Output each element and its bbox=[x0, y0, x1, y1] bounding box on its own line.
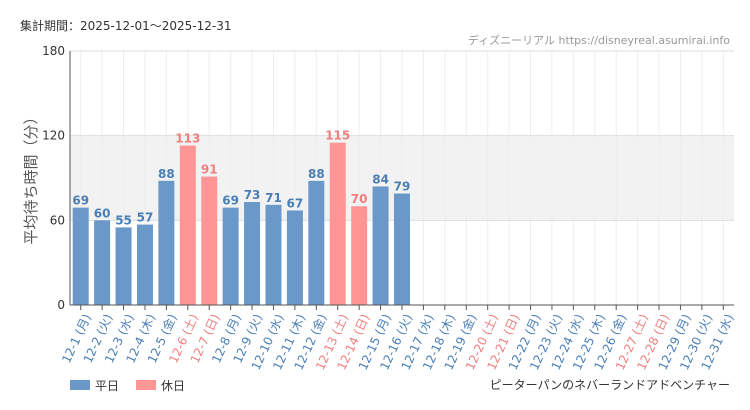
legend-holiday-swatch bbox=[136, 380, 156, 390]
bar-value-label: 70 bbox=[351, 192, 368, 206]
bar bbox=[394, 193, 410, 305]
y-axis-label: 平均待ち時間（分） bbox=[22, 109, 40, 244]
bar bbox=[94, 220, 111, 305]
bar-value-label: 55 bbox=[115, 213, 132, 227]
bar bbox=[222, 207, 239, 305]
bar-value-label: 71 bbox=[265, 191, 282, 205]
source-label[interactable]: ディズニーリアル https://disneyreal.asumirai.inf… bbox=[468, 33, 730, 47]
bar bbox=[308, 180, 325, 305]
bar-value-label: 84 bbox=[372, 172, 389, 186]
bar-value-label: 79 bbox=[394, 180, 411, 194]
period-label: 集計期間：2025-12-01〜2025-12-31 bbox=[20, 18, 231, 33]
bar-value-label: 88 bbox=[308, 167, 325, 181]
bar-value-label: 69 bbox=[72, 194, 89, 208]
y-tick-label: 120 bbox=[42, 129, 65, 143]
bar bbox=[244, 201, 261, 305]
bar-value-label: 88 bbox=[158, 167, 175, 181]
bar bbox=[158, 180, 175, 305]
bar bbox=[201, 176, 218, 305]
bar bbox=[329, 142, 346, 305]
bar bbox=[72, 207, 89, 305]
legend: 平日 休日 bbox=[70, 379, 185, 393]
attraction-name: ピーターパンのネバーランドアドベンチャー bbox=[490, 378, 730, 392]
bar bbox=[179, 145, 196, 305]
legend-weekday-label: 平日 bbox=[95, 379, 119, 393]
bar bbox=[286, 210, 303, 305]
y-tick-label: 60 bbox=[50, 213, 65, 227]
bar bbox=[351, 206, 368, 305]
bar bbox=[115, 227, 132, 305]
bar-value-label: 69 bbox=[222, 194, 239, 208]
bar bbox=[136, 224, 153, 305]
bar-value-label: 67 bbox=[287, 196, 304, 210]
y-tick-label: 180 bbox=[42, 44, 65, 58]
bar-value-label: 73 bbox=[244, 188, 261, 202]
y-tick-label: 0 bbox=[57, 298, 65, 312]
bar-value-label: 91 bbox=[201, 163, 218, 177]
bar-value-label: 113 bbox=[175, 132, 200, 146]
bar-value-label: 60 bbox=[94, 206, 111, 220]
legend-holiday-label: 休日 bbox=[161, 379, 185, 393]
bar-value-label: 57 bbox=[137, 211, 154, 225]
bar bbox=[372, 186, 389, 305]
bar-value-label: 115 bbox=[325, 129, 350, 143]
bar bbox=[265, 204, 282, 305]
legend-weekday-swatch bbox=[70, 380, 90, 390]
